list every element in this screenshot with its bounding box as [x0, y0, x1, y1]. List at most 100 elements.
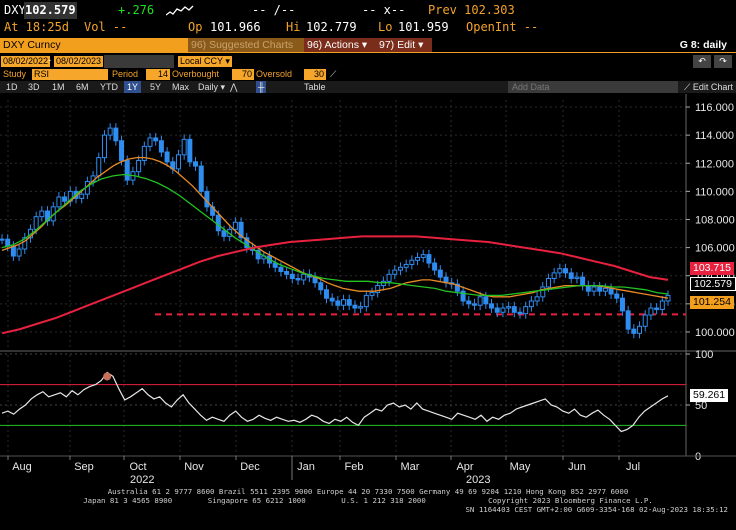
candle-87: [494, 307, 500, 313]
price-chart[interactable]: 116.000 114.000 112.000 110.000 108.000 106.0…: [0, 94, 736, 514]
settings-icon[interactable]: ⟋: [330, 69, 337, 79]
tab-1m[interactable]: 1M: [52, 82, 65, 92]
candle-86: [489, 303, 495, 309]
rsi-tag: 59.261: [690, 389, 729, 402]
candle-103: [585, 285, 591, 292]
candle-114: [648, 307, 654, 316]
candle-20: [113, 127, 119, 142]
candle-14: [79, 193, 85, 199]
overbought-field[interactable]: 70: [232, 69, 254, 80]
year-label-2022: 2022: [130, 474, 154, 486]
tab-table[interactable]: Table: [304, 82, 326, 92]
candle-4: [22, 237, 28, 250]
candle-24: [136, 159, 142, 173]
tab-3d[interactable]: 3D: [28, 82, 40, 92]
candle-99: [563, 268, 569, 274]
candle-91: [517, 311, 523, 315]
volume-label: Vol --: [84, 20, 128, 34]
openint-label: OpenInt --: [466, 20, 539, 34]
month-label-nov: Nov: [184, 461, 204, 473]
edit-chart-button[interactable]: ⟋ Edit Chart: [684, 82, 733, 92]
change-value: +.276: [118, 3, 155, 17]
security-field[interactable]: DXY Curncy: [0, 38, 64, 52]
candle-38: [215, 214, 221, 232]
candle-22: [124, 159, 130, 181]
candle-85: [483, 296, 489, 305]
study-select[interactable]: RSI: [32, 69, 108, 80]
candle-65: [369, 292, 375, 296]
candle-48: [272, 262, 278, 268]
add-data-input[interactable]: Add Data: [508, 81, 678, 93]
rsi-tick-label-0: 100: [695, 349, 713, 361]
rsi-tick-label-2: 0: [695, 451, 701, 463]
panel-divider: [0, 350, 736, 352]
tab-1d[interactable]: 1D: [6, 82, 18, 92]
candle-53: [301, 273, 307, 281]
candle-92: [523, 306, 529, 315]
tab-6m[interactable]: 6M: [76, 82, 89, 92]
candle-51: [289, 273, 295, 280]
start-date-field[interactable]: 08/02/2022: [1, 56, 51, 67]
tab-daily[interactable]: Daily ▾: [198, 82, 226, 92]
month-label-feb: Feb: [345, 461, 364, 473]
ma50-line: [1, 173, 669, 297]
candle-94: [534, 296, 540, 302]
support-tag: 101.254: [690, 296, 734, 309]
candle-72: [409, 259, 415, 265]
bid-ask-dashes: -- /--: [252, 3, 296, 17]
price-tick-label-4: 108.000: [695, 214, 735, 226]
candle-41: [232, 221, 238, 230]
end-date-field[interactable]: 08/02/2023: [54, 56, 104, 67]
candle-icon[interactable]: ╫: [256, 81, 267, 93]
price-tick-label-5: 106.000: [695, 243, 735, 255]
candle-49: [278, 266, 284, 272]
period-field[interactable]: 14: [146, 69, 170, 80]
undo-icon[interactable]: ↶: [693, 55, 711, 68]
candle-35: [198, 165, 204, 192]
month-label-mar: Mar: [401, 461, 420, 473]
candle-68: [386, 273, 392, 282]
candle-28: [158, 140, 164, 153]
ma200-tag: 103.715: [690, 262, 734, 275]
line-chart-icon[interactable]: ⋀: [230, 82, 238, 92]
tab-ytd[interactable]: YTD: [100, 82, 118, 92]
size-dashes: -- x--: [362, 3, 406, 17]
footer-contacts-1: Australia 61 2 9777 8600 Brazil 5511 239…: [107, 487, 629, 496]
candle-11: [62, 196, 68, 202]
month-label-oct: Oct: [129, 461, 146, 473]
oversold-label: Oversold: [256, 69, 293, 79]
candle-73: [415, 256, 421, 261]
candle-102: [580, 276, 586, 287]
candle-90: [511, 306, 517, 313]
oversold-field[interactable]: 30: [304, 69, 326, 80]
candle-34: [193, 161, 199, 167]
study-label: Study: [3, 69, 27, 79]
candle-56: [318, 282, 324, 291]
tab-max[interactable]: Max: [172, 82, 190, 92]
rsi-line: [1, 371, 669, 433]
tab-1y[interactable]: 1Y: [124, 81, 142, 93]
tab-5y[interactable]: 5Y: [150, 82, 162, 92]
redo-icon[interactable]: ↷: [714, 55, 732, 68]
candle-107: [608, 287, 614, 295]
candle-43: [244, 237, 250, 249]
candle-109: [619, 297, 625, 312]
candle-45: [255, 249, 261, 260]
candle-26: [147, 137, 153, 147]
suggested-charts-button[interactable]: 96) Suggested Charts: [188, 38, 304, 52]
actions-menu[interactable]: 96) Actions ▾: [304, 38, 378, 52]
candle-84: [477, 296, 483, 306]
prev-close: Prev 102.303: [428, 3, 515, 17]
candle-96: [545, 278, 551, 288]
edit-menu[interactable]: 97) Edit ▾: [376, 38, 434, 52]
candle-57: [323, 289, 329, 299]
ma200-line: [1, 235, 669, 335]
candle-70: [397, 266, 403, 271]
currency-select[interactable]: Local CCY ▾: [178, 56, 232, 67]
open-label: Op: [188, 20, 203, 34]
candle-112: [637, 325, 643, 334]
open-value: 101.966: [210, 20, 261, 34]
candle-89: [506, 306, 512, 309]
rsi-tick-label-1: 50: [695, 400, 707, 412]
price-tick-label-0: 116.000: [695, 102, 734, 114]
